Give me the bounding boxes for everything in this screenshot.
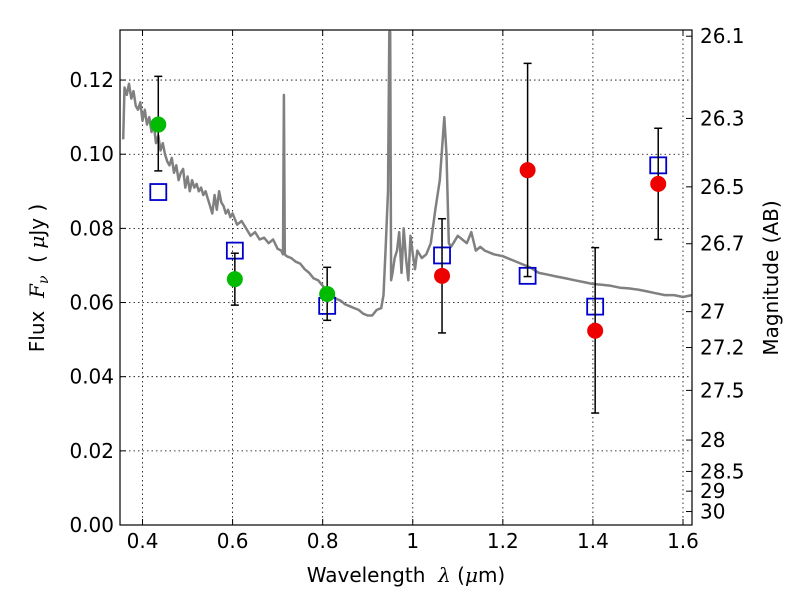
y2-tick-label: 26.5 [700,175,745,199]
grid [120,30,692,525]
y-tick-label: 0.08 [69,216,114,240]
y2-axis-label: Magnitude (AB) [759,200,783,355]
y2-tick-label: 28.5 [700,459,745,483]
y-tick-label: 0.04 [69,365,114,389]
observed-flux-point [587,322,604,339]
observed-flux-point [434,267,451,284]
y-axis-label: Flux Fν ( μJy ) [25,204,52,352]
x-tick-label: 0.6 [217,529,249,553]
y-tick-label: 0.10 [69,142,114,166]
y2-tick-label: 27.2 [700,336,745,360]
y-tick-label: 0.06 [69,291,114,315]
y2-tick-label: 26.1 [700,24,745,48]
x-tick-label: 0.8 [307,529,339,553]
observed-flux-point [226,271,243,288]
x-axis-label: Wavelength λ (μm) [307,563,506,587]
observed-flux-point [519,162,536,179]
y2-tick-label: 28 [700,428,725,452]
observed-flux-point [319,286,336,302]
y-tick-label: 0.02 [69,439,114,463]
y2-tick-label: 26.7 [700,232,745,256]
plot-area [121,30,692,414]
plot-frame [119,29,693,526]
y2-tick-label: 27.5 [700,378,745,402]
observed-flux-point [150,116,167,133]
model-photometry-square [149,183,168,201]
x-tick-label: 1 [406,529,419,553]
y2-tick-label: 26.3 [700,106,745,130]
observed-flux-point [650,175,667,192]
y2-tick-label: 30 [700,500,725,524]
y2-tick-label: 29 [700,479,725,503]
model-spectrum-line [121,30,692,317]
x-tick-label: 1.2 [487,529,519,553]
x-tick-label: 0.4 [127,529,159,553]
x-tick-label: 1.6 [667,529,699,553]
y-tick-label: 0.12 [69,68,114,92]
x-tick-label: 1.4 [577,529,609,553]
axis-ticks: 0.4 0.6 0.8 1 1.2 1.4 1.6 0.00 0.02 0.04 0.06 0.08 0… [69,24,744,553]
y-tick-label: 0.00 [69,513,114,537]
y2-tick-label: 27 [700,300,725,324]
